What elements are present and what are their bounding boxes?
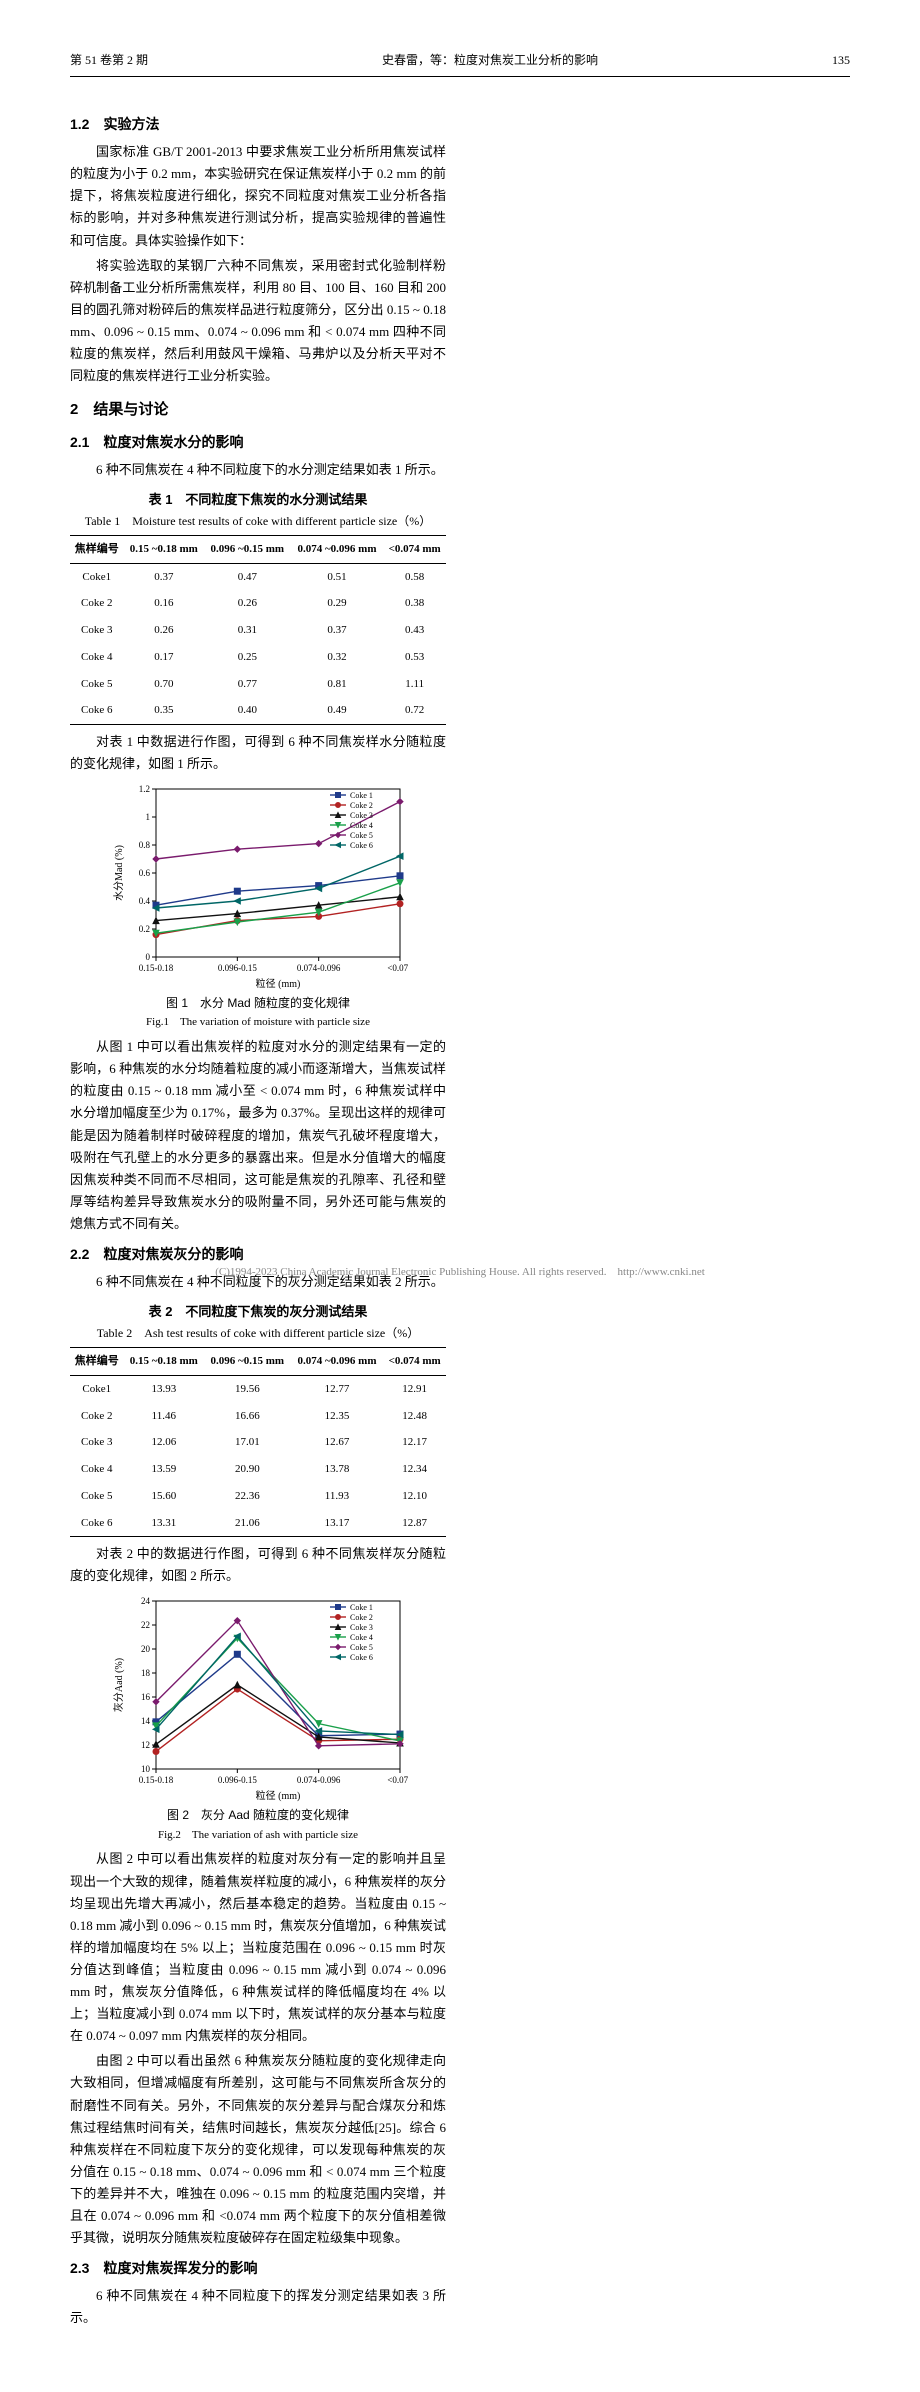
svg-text:22: 22 <box>141 1620 150 1630</box>
table-row: Coke 312.0617.0112.6712.17 <box>70 1429 446 1456</box>
svg-text:灰分Aad (%): 灰分Aad (%) <box>112 1658 125 1712</box>
table-header: 0.096 ~0.15 mm <box>204 1348 291 1376</box>
svg-text:0.4: 0.4 <box>139 896 151 906</box>
table-row: Coke 413.5920.9013.7812.34 <box>70 1456 446 1483</box>
s22-p2: 对表 2 中的数据进行作图，可得到 6 种不同焦炭样灰分随粒度的变化规律，如图 … <box>70 1543 446 1587</box>
svg-text:Coke 4: Coke 4 <box>350 1633 373 1642</box>
table2-title-cn: 表 2 不同粒度下焦炭的灰分测试结果 <box>70 1301 446 1323</box>
page-header: 第 51 卷第 2 期 史春雷，等：粒度对焦炭工业分析的影响 135 <box>70 50 850 77</box>
table-header: 0.15 ~0.18 mm <box>124 536 204 564</box>
s21-p1: 6 种不同焦炭在 4 种不同粒度下的水分测定结果如表 1 所示。 <box>70 459 446 481</box>
s21-p2: 对表 1 中数据进行作图，可得到 6 种不同焦炭样水分随粒度的变化规律，如图 1… <box>70 731 446 775</box>
fig2-caption-cn: 图 2 灰分 Aad 随粒度的变化规律 <box>70 1805 446 1825</box>
s12-p1: 国家标准 GB/T 2001-2013 中要求焦炭工业分析所用焦炭试样的粒度为小… <box>70 141 446 251</box>
svg-text:20: 20 <box>141 1644 151 1654</box>
svg-text:<0.074: <0.074 <box>387 1775 408 1785</box>
table-header: 0.096 ~0.15 mm <box>204 536 291 564</box>
header-left: 第 51 卷第 2 期 <box>70 50 148 70</box>
s23-p1: 6 种不同焦炭在 4 种不同粒度下的挥发分测定结果如表 3 所示。 <box>70 2285 446 2329</box>
two-column-body: 1.2 实验方法 国家标准 GB/T 2001-2013 中要求焦炭工业分析所用… <box>70 105 850 2332</box>
svg-text:Coke 6: Coke 6 <box>350 1653 373 1662</box>
svg-text:Coke 4: Coke 4 <box>350 821 373 830</box>
table1-title-en: Table 1 Moisture test results of coke wi… <box>70 511 446 531</box>
svg-text:0.6: 0.6 <box>139 868 151 878</box>
s22-p3: 从图 2 中可以看出焦炭样的粒度对灰分有一定的影响并且呈现出一个大致的规律，随着… <box>70 1848 446 2047</box>
svg-text:Coke 1: Coke 1 <box>350 1603 373 1612</box>
svg-text:16: 16 <box>141 1692 151 1702</box>
svg-text:粒径 (mm): 粒径 (mm) <box>256 977 301 990</box>
svg-text:Coke 3: Coke 3 <box>350 1623 373 1632</box>
svg-text:Coke 6: Coke 6 <box>350 841 373 850</box>
svg-text:12: 12 <box>141 1740 150 1750</box>
table-row: Coke 30.260.310.370.43 <box>70 617 446 644</box>
table-header: 0.15 ~0.18 mm <box>124 1348 204 1376</box>
svg-text:1: 1 <box>146 812 151 822</box>
table-row: Coke 515.6022.3611.9312.10 <box>70 1483 446 1510</box>
svg-text:14: 14 <box>141 1716 151 1726</box>
header-right: 135 <box>832 50 850 70</box>
table-2: 焦样编号0.15 ~0.18 mm0.096 ~0.15 mm0.074 ~0.… <box>70 1347 446 1537</box>
table1-title-cn: 表 1 不同粒度下焦炭的水分测试结果 <box>70 489 446 511</box>
table-row: Coke 20.160.260.290.38 <box>70 590 446 617</box>
table-header: 0.074 ~0.096 mm <box>291 536 384 564</box>
table-row: Coke 50.700.770.811.11 <box>70 671 446 698</box>
s22-p4: 由图 2 中可以看出虽然 6 种焦炭灰分随粒度的变化规律走向大致相同，但增减幅度… <box>70 2050 446 2249</box>
table-header: 焦样编号 <box>70 536 124 564</box>
heading-2-1: 2.1 粒度对焦炭水分的影响 <box>70 431 446 455</box>
svg-text:0.096-0.15: 0.096-0.15 <box>218 963 257 973</box>
svg-text:Coke 2: Coke 2 <box>350 1613 373 1622</box>
table-row: Coke113.9319.5612.7712.91 <box>70 1376 446 1403</box>
page-footer: (C)1994-2023 China Academic Journal Elec… <box>0 1263 920 1282</box>
s21-p3: 从图 1 中可以看出焦炭样的粒度对水分的测定结果有一定的影响，6 种焦炭的水分均… <box>70 1036 446 1235</box>
figure-2: 10 12 14 16 18 20 22 24 0.15-0.18 0.096-0.15 0.074… <box>70 1593 446 1844</box>
table2-title-en: Table 2 Ash test results of coke with di… <box>70 1323 446 1343</box>
svg-text:Coke 1: Coke 1 <box>350 791 373 800</box>
svg-text:0.074-0.096: 0.074-0.096 <box>297 963 341 973</box>
svg-text:Coke 3: Coke 3 <box>350 811 373 820</box>
fig2-caption-en: Fig.2 The variation of ash with particle… <box>70 1826 446 1845</box>
table-row: Coke 40.170.250.320.53 <box>70 644 446 671</box>
table-header: <0.074 mm <box>383 1348 446 1376</box>
figure-1: 0 0.2 0.4 0.6 0.8 1 1.2 0.15-0.18 0.096-0.15 0.07… <box>70 781 446 1032</box>
header-center: 史春雷，等：粒度对焦炭工业分析的影响 <box>382 50 598 70</box>
svg-text:18: 18 <box>141 1668 151 1678</box>
table-row: Coke10.370.470.510.58 <box>70 563 446 590</box>
heading-1-2: 1.2 实验方法 <box>70 113 446 137</box>
svg-text:水分Mad (%): 水分Mad (%) <box>113 845 125 901</box>
svg-text:Coke 2: Coke 2 <box>350 801 373 810</box>
svg-text:0.8: 0.8 <box>139 840 151 850</box>
svg-text:粒径 (mm): 粒径 (mm) <box>256 1789 301 1802</box>
svg-text:10: 10 <box>141 1764 151 1774</box>
heading-2: 2 结果与讨论 <box>70 397 446 423</box>
table-row: Coke 211.4616.6612.3512.48 <box>70 1403 446 1430</box>
fig1-caption-cn: 图 1 水分 Mad 随粒度的变化规律 <box>70 993 446 1013</box>
svg-text:0.15-0.18: 0.15-0.18 <box>139 1775 174 1785</box>
table-header: 焦样编号 <box>70 1348 124 1376</box>
svg-text:0.15-0.18: 0.15-0.18 <box>139 963 174 973</box>
svg-text:1.2: 1.2 <box>139 784 150 794</box>
svg-text:24: 24 <box>141 1596 151 1606</box>
table-row: Coke 613.3121.0613.1712.87 <box>70 1510 446 1537</box>
svg-text:Coke 5: Coke 5 <box>350 1643 373 1652</box>
svg-text:0: 0 <box>146 952 151 962</box>
svg-text:Coke 5: Coke 5 <box>350 831 373 840</box>
svg-text:<0.074: <0.074 <box>387 963 408 973</box>
s12-p2: 将实验选取的某钢厂六种不同焦炭，采用密封式化验制样粉碎机制备工业分析所需焦炭样，… <box>70 255 446 388</box>
svg-text:0.2: 0.2 <box>139 924 150 934</box>
svg-text:0.074-0.096: 0.074-0.096 <box>297 1775 341 1785</box>
svg-text:0.096-0.15: 0.096-0.15 <box>218 1775 257 1785</box>
table-header: <0.074 mm <box>383 536 446 564</box>
fig1-caption-en: Fig.1 The variation of moisture with par… <box>70 1013 446 1032</box>
table-header: 0.074 ~0.096 mm <box>291 1348 384 1376</box>
table-1: 焦样编号0.15 ~0.18 mm0.096 ~0.15 mm0.074 ~0.… <box>70 535 446 725</box>
heading-2-3: 2.3 粒度对焦炭挥发分的影响 <box>70 2257 446 2281</box>
table-row: Coke 60.350.400.490.72 <box>70 697 446 724</box>
